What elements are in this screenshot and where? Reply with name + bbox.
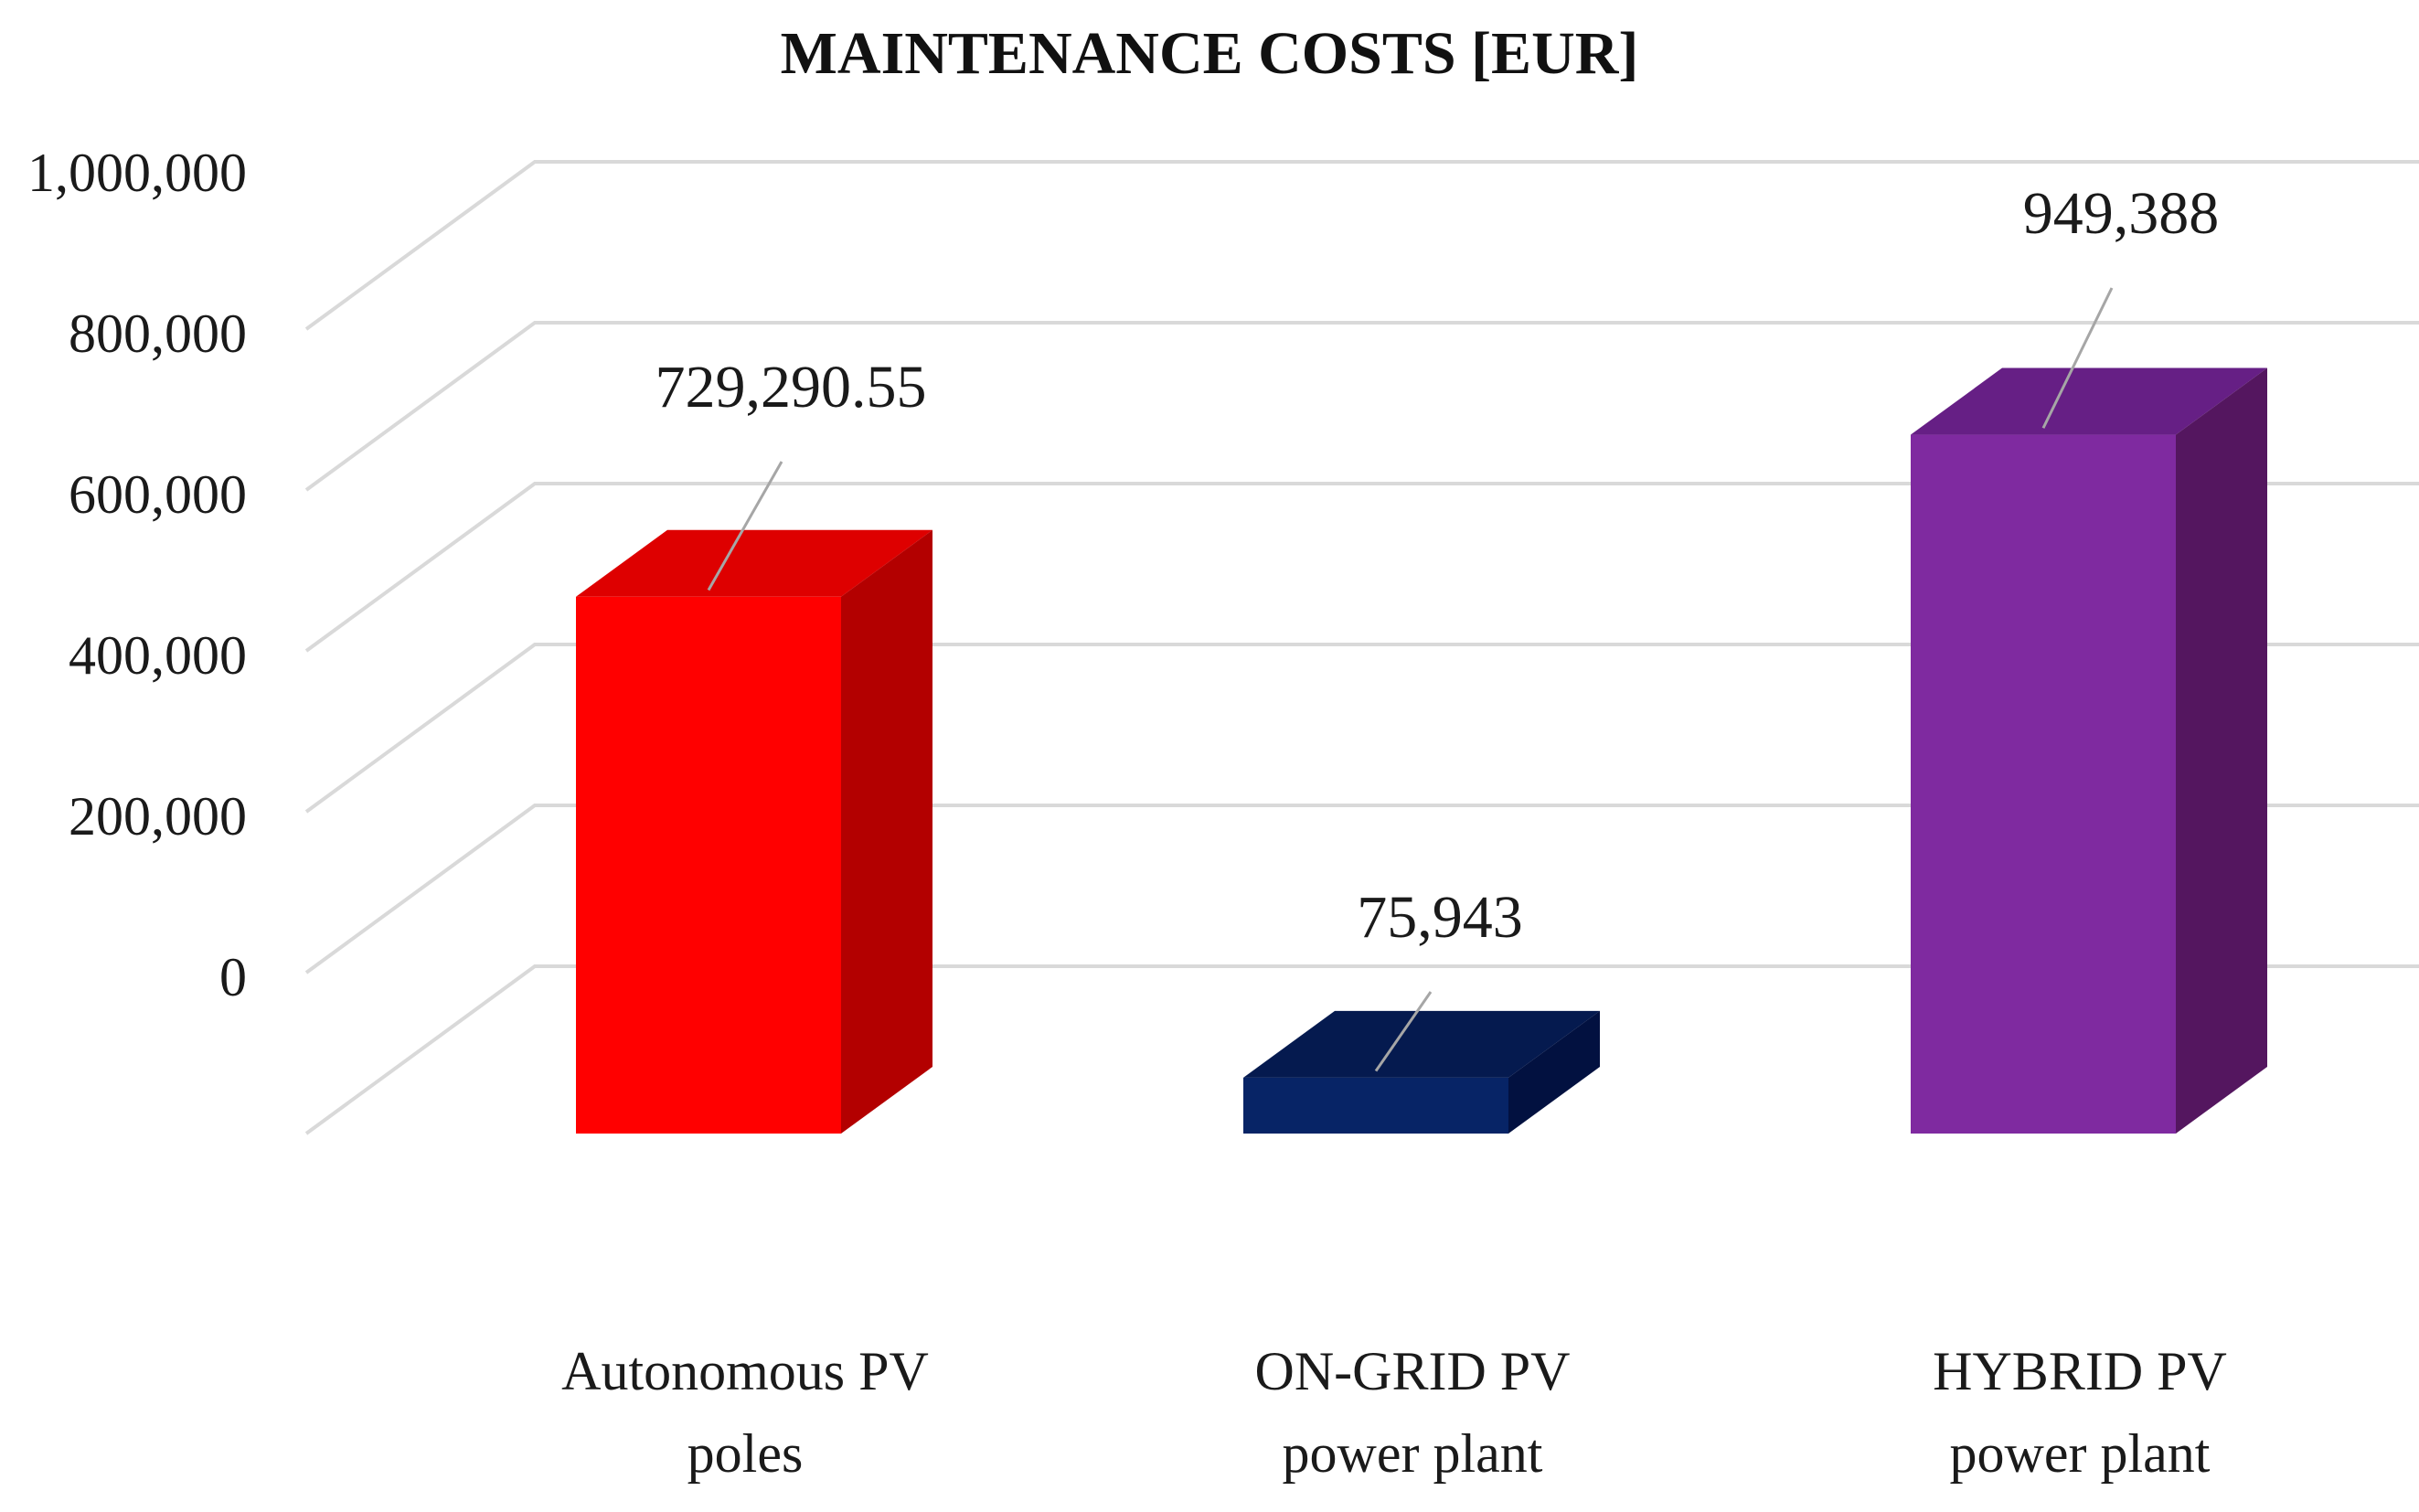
bar (576, 529, 932, 1134)
y-tick-label: 1,000,000 (27, 143, 247, 203)
category-label: HYBRID PV power plant (1933, 1341, 2227, 1484)
data-label-leader (707, 461, 783, 591)
bar (1243, 1010, 1600, 1134)
y-tick-label: 400,000 (69, 625, 247, 686)
gridlines (304, 160, 2419, 1135)
data-label: 949,388 (2023, 180, 2220, 247)
bar-side-face (841, 529, 932, 1134)
y-tick-label: 600,000 (69, 464, 247, 525)
category-label-line: ON-GRID PV (1255, 1341, 1571, 1401)
category-label: Autonomous PV poles (561, 1341, 929, 1484)
bars (576, 367, 2267, 1134)
bar-front-face (1911, 434, 2176, 1134)
category-label-line: power plant (1283, 1423, 1543, 1484)
gridline (304, 804, 2419, 974)
chart-title: MAINTENANCE COSTS [EUR] (781, 20, 1639, 87)
bar-front-face (1243, 1077, 1508, 1134)
gridline (304, 160, 2419, 331)
data-label-leaders (707, 287, 2114, 1072)
category-label: ON-GRID PV power plant (1255, 1341, 1571, 1484)
gridline (304, 643, 2419, 814)
bar-top-face (576, 529, 932, 597)
y-tick-label: 0 (219, 947, 247, 1007)
data-label-leader (2041, 287, 2114, 429)
data-label: 75,943 (1357, 884, 1523, 951)
gridline (304, 964, 2419, 1135)
category-label-line: Autonomous PV (561, 1341, 929, 1401)
y-tick-label: 200,000 (69, 786, 247, 847)
category-label-line: HYBRID PV (1933, 1341, 2227, 1401)
data-label: 729,290.55 (655, 354, 927, 421)
bar-side-face (2176, 367, 2267, 1134)
data-labels: 729,290.55 75,943 949,388 (655, 180, 2220, 951)
data-label-leader (1374, 991, 1433, 1072)
bar-top-face (1243, 1010, 1600, 1078)
category-label-line: power plant (1950, 1423, 2211, 1484)
category-label-line: poles (687, 1423, 804, 1484)
y-axis-tick-labels: 0 200,000 400,000 600,000 800,000 1,000,000 (27, 143, 247, 1007)
bar-front-face (576, 596, 841, 1134)
gridline (304, 482, 2419, 653)
bar-side-face (1508, 1010, 1600, 1134)
bar (1911, 367, 2267, 1134)
y-tick-label: 800,000 (69, 303, 247, 364)
bar-top-face (1911, 367, 2267, 435)
gridline (304, 321, 2419, 492)
